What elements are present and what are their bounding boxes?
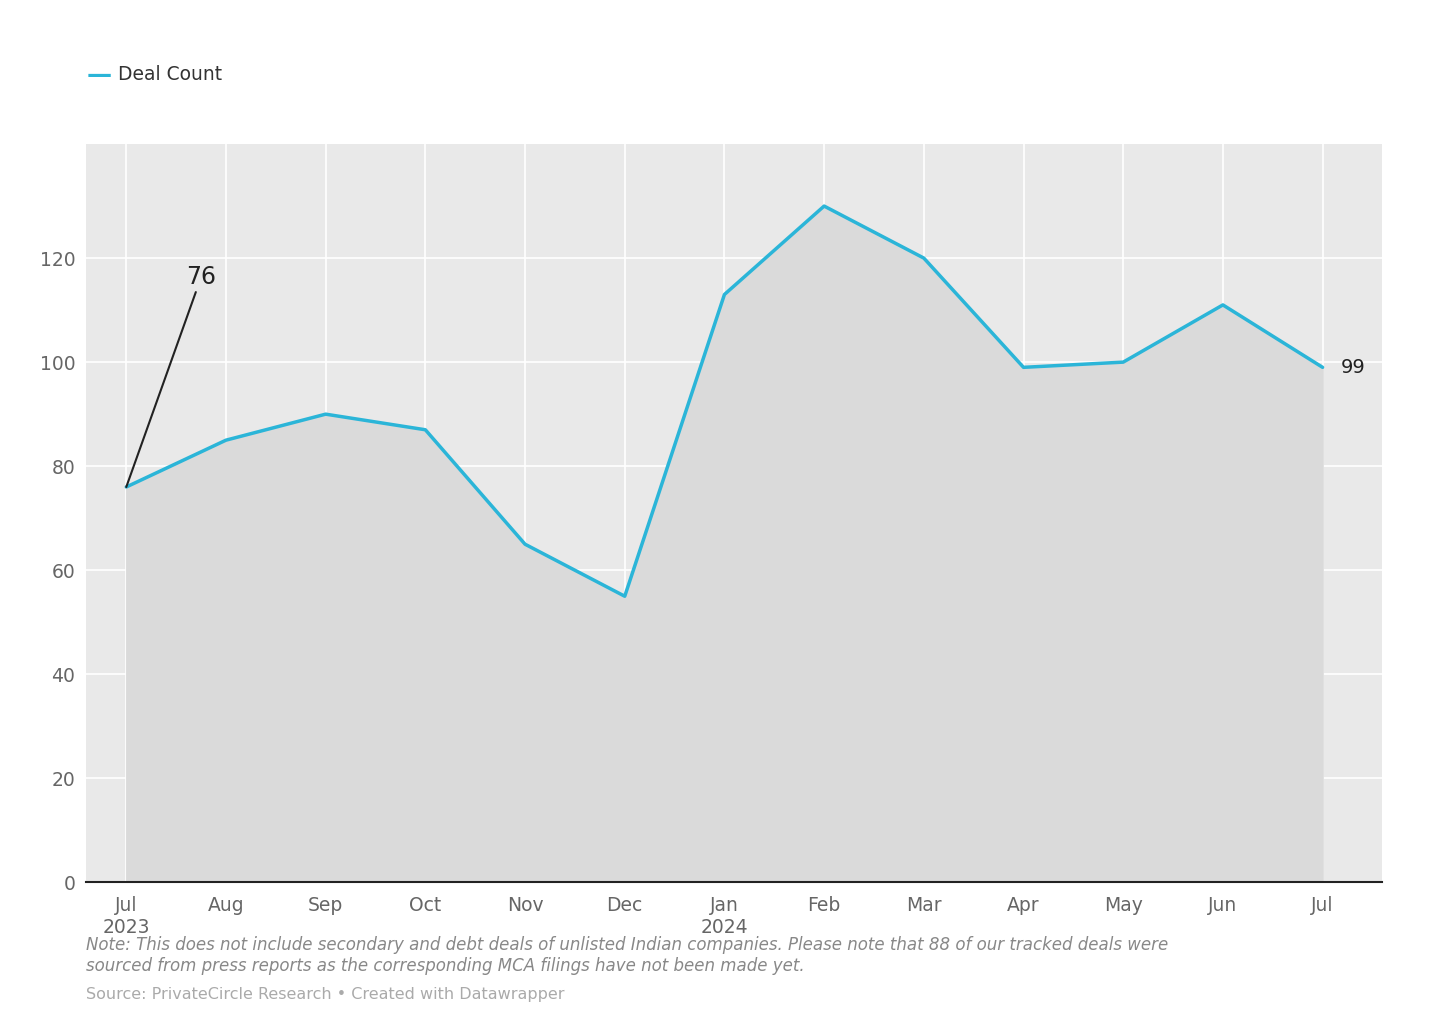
Text: —: —	[86, 63, 111, 87]
Text: Source: PrivateCircle Research • Created with Datawrapper: Source: PrivateCircle Research • Created…	[86, 987, 564, 1002]
Text: Note: This does not include secondary and debt deals of unlisted Indian companie: Note: This does not include secondary an…	[86, 936, 1169, 975]
Text: Deal Count: Deal Count	[118, 66, 222, 84]
Text: 76: 76	[127, 266, 216, 487]
Text: 99: 99	[1341, 358, 1365, 377]
